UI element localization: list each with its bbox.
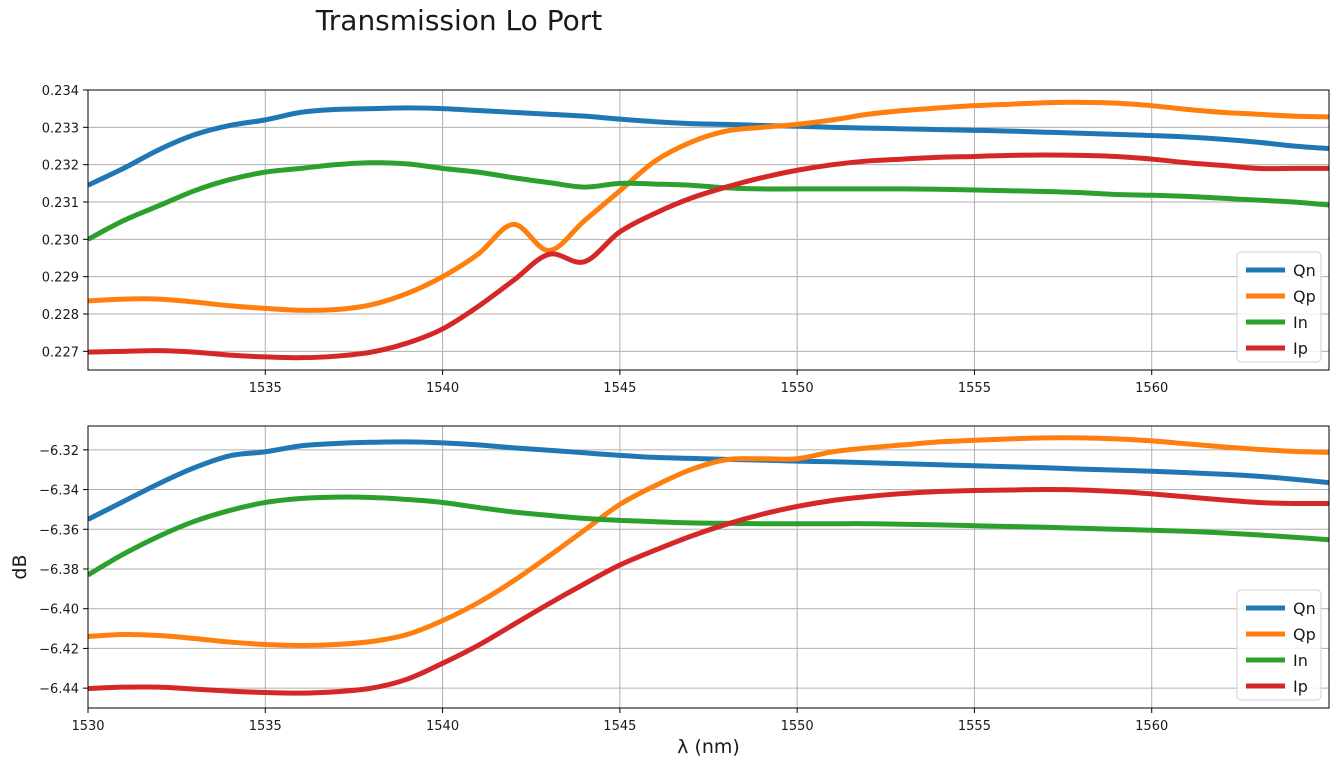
top-xtick-label: 1550: [781, 381, 814, 396]
chart-title: Transmission Lo Port: [315, 4, 603, 37]
top-panel: 1535 1540 1545 1550 1555 1560 0.227 0.228 0.229 0…: [42, 84, 1330, 396]
top-series-qp-line: [88, 99, 1329, 313]
top-ytick-label: 0.230: [42, 233, 79, 248]
bottom-series-group: [88, 435, 1329, 696]
bottom-plot-frame: [87, 425, 1330, 709]
bottom-panel: 1530 1535 1540 1545 1550 1555 1560 −6.44 −6.42 −6…: [9, 425, 1330, 758]
top-legend-box: [1236, 251, 1322, 363]
top-ytick-label: 0.229: [42, 271, 79, 286]
top-plot-frame: [87, 89, 1330, 371]
bottom-xtick-label: 1535: [249, 719, 282, 734]
top-series-qn-line: [88, 105, 1329, 188]
bottom-ytick-label: −6.32: [39, 444, 79, 459]
top-ytick-label: 0.228: [42, 308, 79, 323]
top-ytick-label: 0.233: [42, 121, 79, 136]
bottom-series-qn-line: [88, 439, 1329, 522]
bottom-series-ip-line: [88, 487, 1329, 696]
bottom-ytick-label: −6.44: [39, 682, 79, 697]
bottom-legend-label-in: In: [1293, 651, 1308, 670]
bottom-legend-label-ip: Ip: [1293, 677, 1308, 696]
bottom-ytick-label: −6.38: [39, 563, 79, 578]
bottom-xtick-label: 1530: [71, 719, 104, 734]
top-xtick-label: 1540: [426, 381, 459, 396]
top-ytick-label: 0.231: [42, 196, 79, 211]
top-legend-label-ip: Ip: [1293, 339, 1308, 358]
bottom-xtick-label: 1560: [1135, 719, 1168, 734]
bottom-legend: Qn Qp In Ip: [1236, 589, 1322, 701]
top-series-group: [88, 99, 1329, 361]
bottom-xtick-label: 1545: [603, 719, 636, 734]
bottom-ytick-label: −6.34: [39, 484, 79, 499]
top-xtick-label: 1545: [603, 381, 636, 396]
bottom-legend-label-qn: Qn: [1293, 599, 1316, 618]
bottom-ytick-label: −6.42: [39, 642, 79, 657]
top-ytick-label: 0.227: [42, 345, 79, 360]
top-legend-label-qp: Qp: [1293, 287, 1316, 306]
bottom-xtick-label: 1555: [958, 719, 991, 734]
top-series-ip-line: [88, 152, 1329, 361]
top-ytick-label: 0.232: [42, 159, 79, 174]
bottom-legend-label-qp: Qp: [1293, 625, 1316, 644]
top-xtick-label: 1560: [1135, 381, 1168, 396]
top-legend: Qn Qp In Ip: [1236, 251, 1322, 363]
bottom-ytick-label: −6.40: [39, 603, 79, 618]
bottom-xtick-label: 1550: [781, 719, 814, 734]
bottom-legend-box: [1236, 589, 1322, 701]
bottom-xtick-label: 1540: [426, 719, 459, 734]
bottom-series-in-line: [88, 494, 1329, 578]
top-legend-label-qn: Qn: [1293, 261, 1316, 280]
top-series-in-line: [88, 160, 1329, 242]
bottom-y-axis-label: dB: [9, 554, 31, 579]
top-xtick-label: 1535: [249, 381, 282, 396]
bottom-x-axis-label: λ (nm): [677, 736, 740, 758]
bottom-series-qp-line: [88, 435, 1329, 648]
top-ytick-label: 0.234: [42, 84, 79, 99]
top-legend-label-in: In: [1293, 313, 1308, 332]
bottom-ytick-label: −6.36: [39, 523, 79, 538]
top-xtick-label: 1555: [958, 381, 991, 396]
